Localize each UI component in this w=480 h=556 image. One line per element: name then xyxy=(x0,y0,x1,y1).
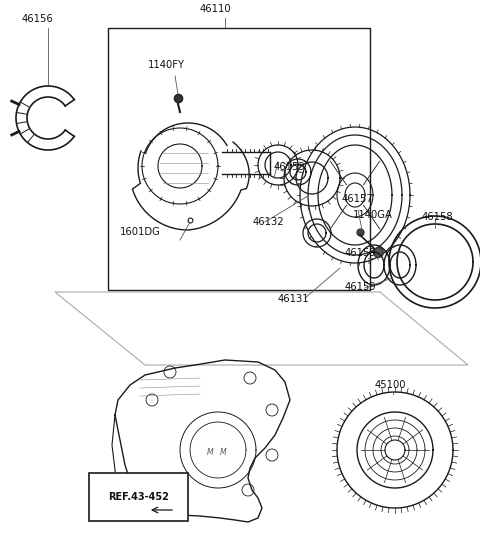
Text: 46159: 46159 xyxy=(345,248,377,258)
Text: M: M xyxy=(207,448,214,457)
Text: 46157: 46157 xyxy=(342,194,374,204)
Text: 1601DG: 1601DG xyxy=(120,227,161,237)
Text: 46159: 46159 xyxy=(345,282,377,292)
Text: 45100: 45100 xyxy=(375,380,407,390)
Text: 46158: 46158 xyxy=(422,212,454,222)
Text: REF.43-452: REF.43-452 xyxy=(108,492,169,502)
Text: 1140FY: 1140FY xyxy=(148,60,185,70)
Text: 46110: 46110 xyxy=(199,4,231,14)
Text: 46153: 46153 xyxy=(274,162,306,172)
Text: 46156: 46156 xyxy=(22,14,54,24)
Text: 1140GA: 1140GA xyxy=(353,210,393,220)
Bar xyxy=(108,28,370,290)
Text: 46132: 46132 xyxy=(253,217,285,227)
Text: M: M xyxy=(220,448,227,457)
Text: 46131: 46131 xyxy=(278,294,310,304)
